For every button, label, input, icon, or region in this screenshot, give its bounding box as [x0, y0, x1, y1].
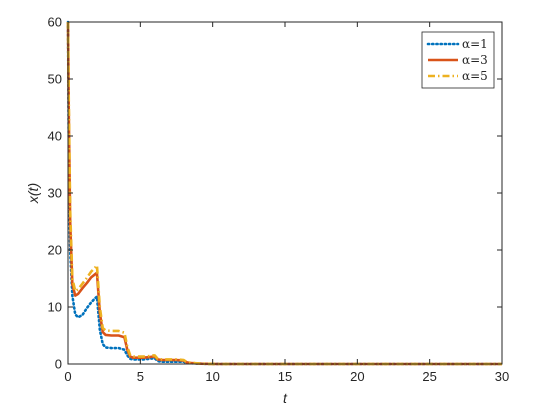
y-tick-label: 30 [48, 186, 62, 201]
ticks-layer: 0 5 10 15 20 25 30 0 10 20 30 40 50 60 [48, 15, 510, 385]
y-tick-label: 60 [48, 15, 62, 30]
x-tick-label: 10 [205, 369, 219, 384]
x-tick-label: 30 [495, 369, 509, 384]
y-tick-label: 50 [48, 72, 62, 87]
x-tick-label: 0 [64, 369, 71, 384]
x-axis-label: t [283, 390, 288, 406]
legend-label: α=5 [462, 69, 488, 83]
x-tick-label: 25 [422, 369, 436, 384]
y-tick-label: 40 [48, 129, 62, 144]
x-tick-label: 20 [350, 369, 364, 384]
legend: α=1 α=3 α=5 [421, 31, 495, 89]
x-tick-label: 15 [278, 369, 292, 384]
x-tick-label: 5 [137, 369, 144, 384]
series-line-3 [66, 21, 502, 366]
y-tick-label: 20 [48, 243, 62, 258]
y-tick-label: 10 [48, 300, 62, 315]
legend-label: α=1 [462, 37, 488, 51]
y-axis-label: x(t) [25, 183, 41, 204]
legend-label: α=3 [462, 53, 488, 67]
y-tick-label: 0 [55, 357, 62, 372]
